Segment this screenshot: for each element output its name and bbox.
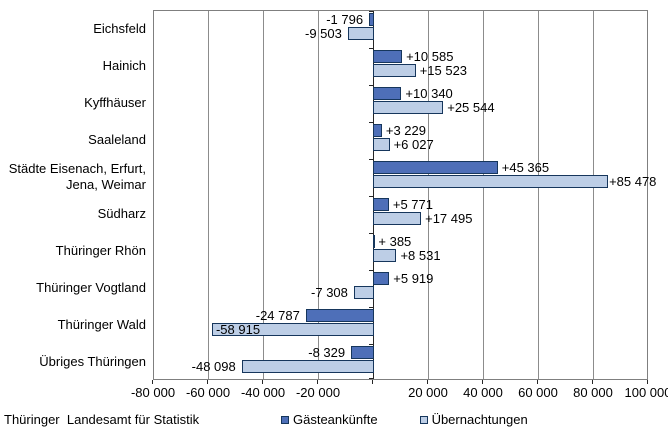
bar-uebernachtungen-4 bbox=[373, 175, 609, 188]
bar-uebernachtungen-7 bbox=[353, 286, 374, 299]
category-label-8: Thüringer Wald bbox=[57, 316, 146, 332]
value-label-gaesteankuenfte-4: +45 365 bbox=[501, 160, 550, 175]
category-label-5: Südharz bbox=[97, 205, 146, 221]
bar-uebernachtungen-6 bbox=[373, 249, 397, 262]
x-tick-label: -60 000 bbox=[185, 385, 231, 400]
category-axis-tick bbox=[369, 378, 373, 379]
category-label-6: Thüringer Rhön bbox=[55, 242, 146, 258]
footer: Thüringer Landesamt für Statistik Gästea… bbox=[0, 409, 668, 431]
gridline bbox=[318, 11, 319, 379]
category-label-3: Saaleland bbox=[88, 131, 146, 147]
x-tick-label: -40 000 bbox=[240, 385, 286, 400]
value-label-gaesteankuenfte-8: -24 787 bbox=[255, 308, 300, 323]
value-label-uebernachtungen-6: +8 531 bbox=[400, 248, 441, 263]
category-axis-tick bbox=[369, 85, 373, 86]
legend-label-gaesteankuenfte: Gästeankünfte bbox=[293, 412, 378, 427]
category-axis-tick bbox=[369, 196, 373, 197]
bar-uebernachtungen-3 bbox=[373, 138, 390, 151]
x-axis-tick bbox=[482, 380, 483, 384]
x-tick-label: -80 000 bbox=[130, 385, 176, 400]
value-label-gaesteankuenfte-5: +5 771 bbox=[392, 197, 433, 212]
bar-gaesteankuenfte-6 bbox=[373, 235, 375, 248]
category-label-9: Übriges Thüringen bbox=[39, 353, 146, 369]
x-tick-label: 60 000 bbox=[518, 385, 558, 400]
category-axis-tick bbox=[369, 48, 373, 49]
bar-uebernachtungen-5 bbox=[373, 212, 422, 225]
value-label-gaesteankuenfte-3: +3 229 bbox=[385, 123, 426, 138]
x-tick-label: 100 000 bbox=[624, 385, 668, 400]
bar-uebernachtungen-0 bbox=[347, 27, 374, 40]
x-tick-label: -20 000 bbox=[295, 385, 341, 400]
x-axis-tick bbox=[152, 380, 153, 384]
category-axis-tick bbox=[369, 307, 373, 308]
source-text: Thüringer Landesamt für Statistik bbox=[4, 412, 200, 427]
value-label-uebernachtungen-5: +17 495 bbox=[425, 211, 473, 226]
value-label-uebernachtungen-4: +85 478 bbox=[609, 174, 657, 189]
bar-gaesteankuenfte-5 bbox=[373, 198, 389, 211]
value-label-uebernachtungen-7: -7 308 bbox=[311, 285, 348, 300]
value-label-gaesteankuenfte-0: -1 796 bbox=[326, 12, 364, 27]
value-label-uebernachtungen-0: -9 503 bbox=[305, 26, 342, 41]
category-axis-tick bbox=[369, 159, 373, 160]
category-label-0: Eichsfeld bbox=[93, 20, 146, 36]
bar-uebernachtungen-8 bbox=[211, 323, 374, 336]
value-label-uebernachtungen-8: -58 915 bbox=[215, 322, 261, 337]
bar-gaesteankuenfte-0 bbox=[369, 13, 374, 26]
bar-gaesteankuenfte-4 bbox=[373, 161, 498, 174]
bar-uebernachtungen-9 bbox=[241, 360, 374, 373]
x-axis-tick bbox=[592, 380, 593, 384]
category-axis-tick bbox=[369, 122, 373, 123]
category-axis-tick bbox=[369, 11, 373, 12]
gridline bbox=[263, 11, 264, 379]
category-label-7: Thüringer Vogtland bbox=[36, 279, 146, 295]
legend-item-uebernachtungen: Übernachtungen bbox=[419, 412, 528, 427]
plot-area: -1 796 +10 585 +10 340 +3 229 +45 365 +5 771 +… bbox=[153, 10, 656, 380]
value-label-uebernachtungen-3: +6 027 bbox=[393, 137, 434, 152]
bar-gaesteankuenfte-7 bbox=[373, 272, 390, 285]
bar-gaesteankuenfte-2 bbox=[373, 87, 402, 100]
x-axis-tick bbox=[207, 380, 208, 384]
x-axis-tick bbox=[647, 380, 648, 384]
bar-uebernachtungen-1 bbox=[373, 64, 416, 77]
category-label-2: Kyffhäuser bbox=[84, 94, 146, 110]
gridline bbox=[428, 11, 429, 379]
legend-label-uebernachtungen: Übernachtungen bbox=[431, 412, 528, 427]
value-label-uebernachtungen-1: +15 523 bbox=[419, 63, 468, 78]
legend-item-gaesteankuenfte: Gästeankünfte bbox=[281, 412, 378, 427]
category-axis-tick bbox=[369, 270, 373, 271]
bar-gaesteankuenfte-8 bbox=[305, 309, 374, 322]
value-label-gaesteankuenfte-1: +10 585 bbox=[406, 49, 454, 64]
gridline bbox=[208, 11, 209, 379]
value-label-gaesteankuenfte-6: + 385 bbox=[378, 234, 412, 249]
x-tick-label: 20 000 bbox=[408, 385, 448, 400]
x-axis-tick bbox=[317, 380, 318, 384]
gridline bbox=[483, 11, 484, 379]
bar-uebernachtungen-2 bbox=[373, 101, 444, 114]
x-axis-tick bbox=[537, 380, 538, 384]
value-label-gaesteankuenfte-7: +5 919 bbox=[393, 271, 434, 286]
value-label-gaesteankuenfte-2: +10 340 bbox=[405, 86, 453, 101]
category-axis-tick bbox=[369, 233, 373, 234]
gridline bbox=[538, 11, 539, 379]
bar-gaesteankuenfte-9 bbox=[351, 346, 374, 359]
gridline bbox=[593, 11, 594, 379]
x-tick-label: 80 000 bbox=[573, 385, 613, 400]
category-label-4: Städte Eisenach, Erfurt, Jena, Weimar bbox=[8, 160, 146, 192]
bar-gaesteankuenfte-1 bbox=[373, 50, 403, 63]
x-axis-tick bbox=[262, 380, 263, 384]
value-label-uebernachtungen-2: +25 544 bbox=[447, 100, 495, 115]
legend-marker-gaesteankuenfte-icon bbox=[281, 415, 289, 424]
legend: Gästeankünfte Übernachtungen bbox=[281, 412, 528, 427]
value-label-gaesteankuenfte-9: -8 329 bbox=[308, 345, 346, 360]
x-axis-tick bbox=[427, 380, 428, 384]
category-axis-tick bbox=[369, 344, 373, 345]
category-label-1: Hainich bbox=[102, 57, 146, 73]
value-label-uebernachtungen-9: -48 098 bbox=[191, 359, 236, 374]
legend-marker-uebernachtungen-icon bbox=[419, 415, 428, 424]
x-tick-label: 40 000 bbox=[463, 385, 503, 400]
bar-gaesteankuenfte-3 bbox=[373, 124, 382, 137]
x-axis-tick bbox=[372, 380, 373, 384]
zero-axis-line bbox=[373, 11, 374, 379]
